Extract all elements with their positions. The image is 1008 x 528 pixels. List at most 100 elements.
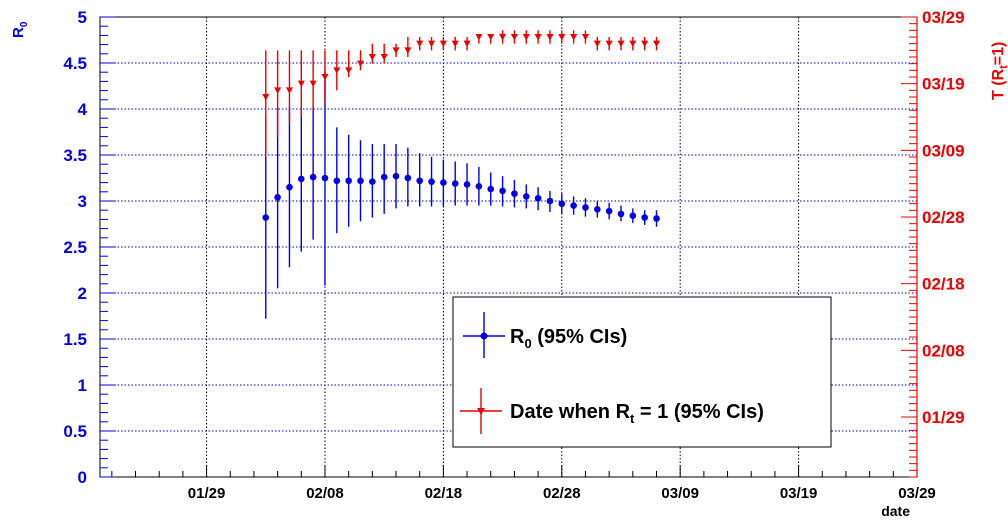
rt-point [617,40,625,48]
y-right-tick-label: 03/09 [922,141,965,160]
rt-point [309,80,317,88]
y-right-tick-label: 03/19 [922,75,965,94]
y-left-tick-label: 1 [78,376,87,395]
r0-point [629,212,637,220]
r0-point [463,181,471,188]
r0-point [594,205,601,213]
legend-rt-marker [477,408,485,415]
rt-point [522,34,530,41]
legend-r0-marker [480,332,488,340]
y-left-tick-label: 0 [78,468,87,487]
rt-point [641,40,649,48]
y-right-tick-label: 01/29 [922,408,965,427]
legend-r0-label-suffix: (95% CIs) [532,326,628,348]
r0-point [511,190,518,197]
x-tick-label: 03/09 [661,485,699,502]
series-layer [262,30,661,319]
rt-point [558,34,566,41]
y-right-tick-label: 02/18 [922,275,965,294]
y-left-tick-label: 2.5 [63,238,87,257]
r0-point [321,174,329,182]
rt-point [570,34,578,41]
rt-point [321,74,329,81]
rt-point [546,34,554,41]
rt-point [262,94,270,101]
y-left-tick-label: 2 [78,284,87,303]
r0-point [451,180,459,187]
rt-point [510,34,518,41]
legend-r0-label: R0 (95% CIs) [510,326,627,351]
y-left-tick-label: 4 [78,100,88,119]
rt-point [392,47,400,54]
legend-r0-label-sub: 0 [524,336,531,351]
rt-point [274,87,282,94]
x-tick-label: 03/29 [898,485,936,502]
r0-point [653,215,660,222]
y-right-axis-label-suffix: =1) [990,42,1007,66]
r0-point [617,210,625,218]
rt-point [416,40,424,48]
legend-box [452,296,832,448]
rt-point [297,80,305,88]
r0-point [274,194,281,201]
rt-point [439,40,447,48]
r0-point [404,174,412,182]
y-right-tick-label: 02/08 [922,341,965,360]
r0-point [286,183,293,191]
r0-point [558,200,566,208]
rt-point [593,40,601,48]
rt-point [499,34,507,41]
y-left-axis-label: R0 [10,21,30,38]
rt-point [581,34,589,41]
r0-point [440,179,447,186]
r0-point [416,177,423,185]
legend-r0-label-main: R [510,326,525,348]
legend-rt-label-suffix: = 1 (95% CIs) [634,401,764,423]
r0-point [582,204,589,211]
r0-point [546,197,554,205]
rt-point [463,40,471,48]
y-left-tick-label: 1.5 [63,330,87,349]
rt-point [404,47,412,54]
r0-point [522,193,530,200]
rt-point [356,60,364,68]
r0-point [428,178,435,185]
r0-point [534,194,542,202]
y-left-axis-label-sub: 0 [19,21,30,27]
r0-point [262,214,270,221]
legend: R0 (95% CIs) Date when Rt = 1 (95% CIs) [452,296,832,448]
y-right-axis-label-sub: t [998,65,1008,69]
legend-rt-label-main: Date when R [510,401,631,423]
rt-point [534,34,542,41]
r0-point [333,177,341,185]
rt-point [333,67,341,74]
r0-point [297,175,305,183]
r0-point [309,173,317,181]
rt-point [475,34,483,41]
y-right-tick-label: 02/28 [922,208,965,227]
rt-point [380,54,388,61]
r0-point [499,187,506,195]
rt-point [605,40,613,48]
x-tick-label: 01/29 [188,485,226,502]
rt-point [487,34,495,41]
y-right-tick-label: 03/29 [922,8,965,27]
rt-point [653,40,661,48]
r0-point [392,172,400,180]
rt-point [285,87,293,94]
rt-point [428,40,436,48]
rt-point [368,54,376,61]
x-tick-label: 03/19 [780,485,818,502]
y-left-tick-label: 3.5 [63,146,87,165]
r0-point [605,207,613,215]
r0-point [487,185,495,193]
legend-rt-label: Date when Rt = 1 (95% CIs) [510,401,764,426]
y-right-axis-label: T (Rt=1) [990,42,1008,100]
r0-point [380,173,388,181]
r0-point [345,177,352,185]
r0-point [570,202,577,209]
x-axis-label: date [881,503,910,519]
r0-point [641,214,648,221]
r0-point [357,177,364,185]
